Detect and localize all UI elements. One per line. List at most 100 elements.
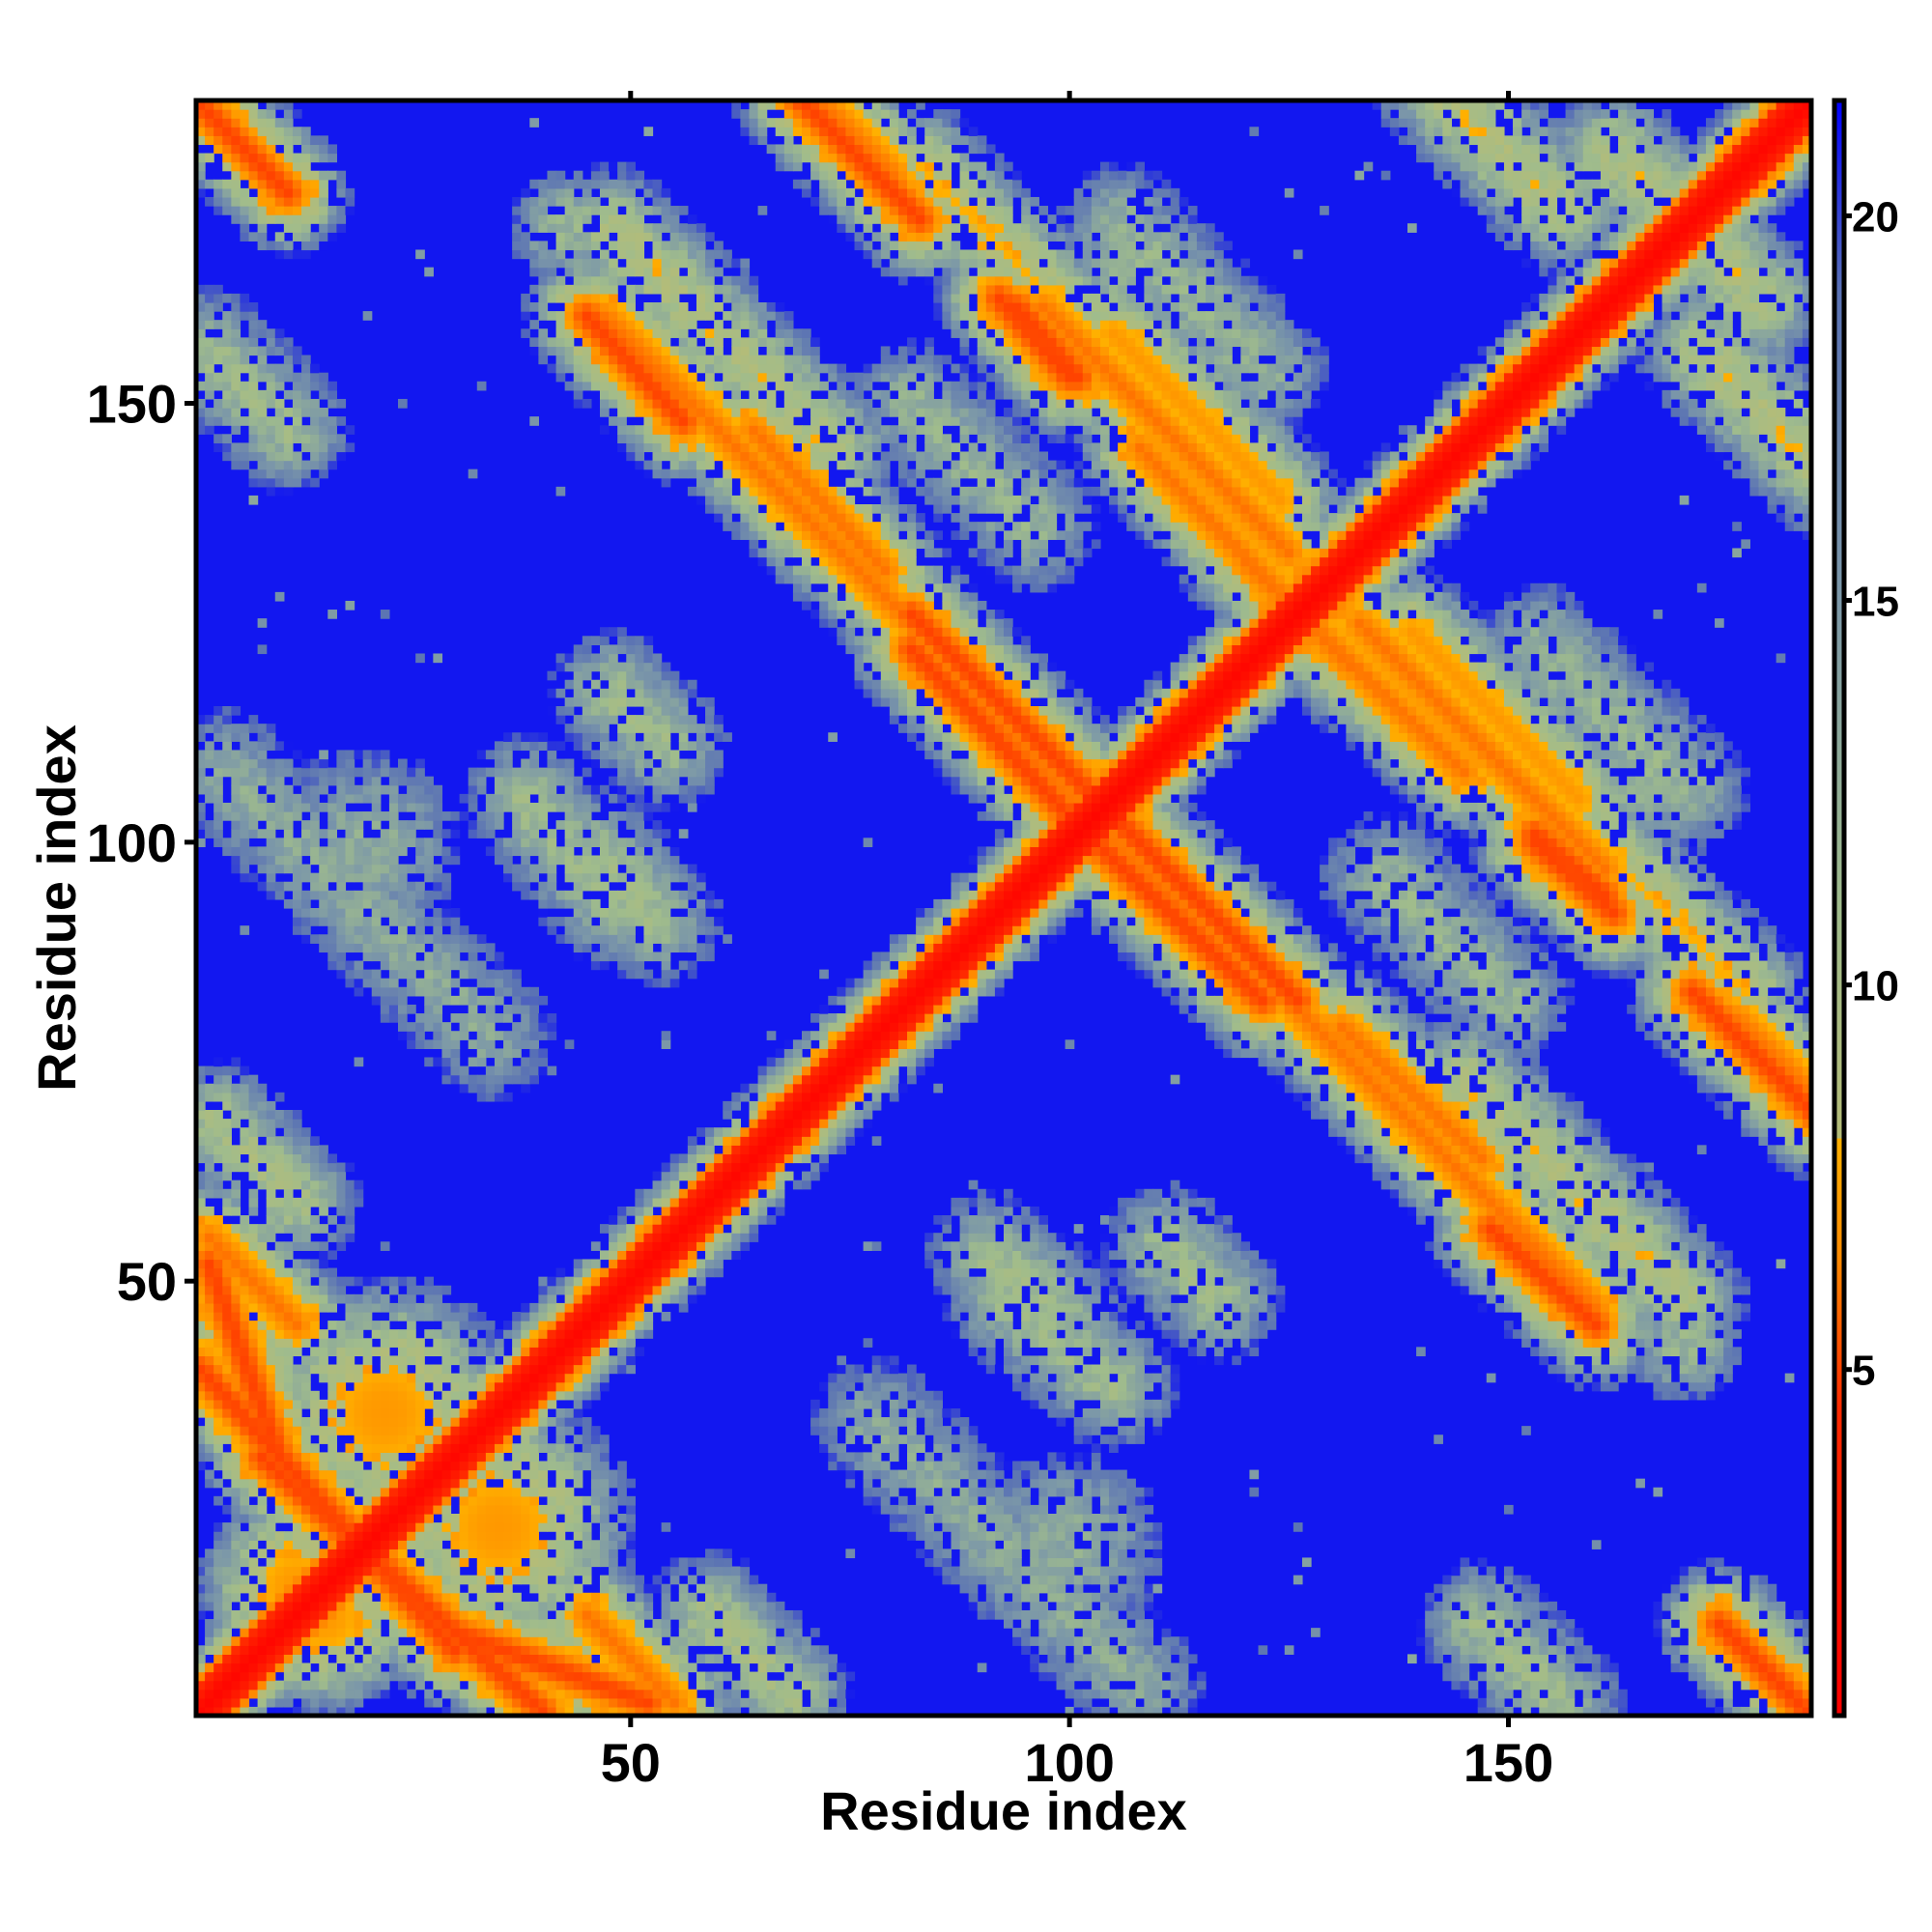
heatmap-cell <box>407 943 416 952</box>
heatmap-cell <box>617 1312 627 1321</box>
heatmap-cell <box>617 1207 627 1216</box>
heatmap-cell <box>222 1303 232 1313</box>
heatmap-cell <box>538 777 548 786</box>
heatmap-cell <box>451 1584 461 1594</box>
heatmap-cell <box>486 1557 496 1567</box>
heatmap-cell <box>319 180 328 189</box>
heatmap-cell <box>441 943 451 952</box>
heatmap-cell <box>643 180 653 189</box>
heatmap-cell <box>222 1426 232 1435</box>
heatmap-cell <box>284 882 294 892</box>
heatmap-cell <box>643 759 653 769</box>
heatmap-cell <box>503 1505 513 1515</box>
heatmap-cell <box>643 1321 653 1330</box>
heatmap-cell <box>574 328 583 338</box>
heatmap-cell <box>441 961 451 971</box>
heatmap-cell <box>327 382 337 391</box>
heatmap-cell <box>477 1548 487 1558</box>
heatmap-cell <box>469 1382 478 1392</box>
heatmap-cell <box>643 970 653 980</box>
heatmap-cell <box>424 1488 434 1497</box>
heatmap-cell <box>643 337 653 347</box>
heatmap-cell <box>424 1435 434 1444</box>
heatmap-cell <box>521 1514 530 1523</box>
heatmap-cell <box>441 908 451 918</box>
heatmap-cell <box>547 1312 556 1321</box>
heatmap-cell <box>574 644 583 654</box>
heatmap-cell <box>670 865 680 874</box>
heatmap-cell <box>670 1690 680 1699</box>
heatmap-cell <box>363 1286 373 1295</box>
heatmap-cell <box>626 1531 636 1541</box>
heatmap-cell <box>275 118 285 128</box>
heatmap-cell <box>327 1531 337 1541</box>
heatmap-cell <box>275 1303 285 1313</box>
heatmap-cell <box>547 1303 556 1313</box>
heatmap-cell <box>363 811 373 821</box>
heatmap-cell <box>258 1321 268 1330</box>
heatmap-cell <box>381 1303 390 1313</box>
heatmap-cell <box>670 838 680 847</box>
heatmap-cell <box>275 1461 285 1470</box>
heatmap-cell <box>222 1198 232 1208</box>
heatmap-cell <box>205 777 214 786</box>
heatmap-cell <box>433 1567 442 1577</box>
heatmap-cell <box>679 768 689 778</box>
heatmap-cell <box>486 1347 496 1356</box>
heatmap-cell <box>635 425 644 435</box>
heatmap-cell <box>617 1488 627 1497</box>
heatmap-cell <box>398 794 408 804</box>
heatmap-cell <box>319 1628 328 1637</box>
heatmap-cell <box>565 1681 575 1690</box>
heatmap-cell <box>301 1505 311 1515</box>
heatmap-cell <box>521 873 530 883</box>
heatmap-cell <box>653 724 663 733</box>
heatmap-cell <box>477 1636 487 1646</box>
heatmap-cell <box>617 671 627 681</box>
heatmap-cell <box>512 1496 522 1506</box>
heatmap-cell <box>267 882 276 892</box>
heatmap-cell <box>635 268 644 277</box>
heatmap-cell <box>301 434 311 443</box>
heatmap-cell <box>293 1153 302 1163</box>
heatmap-cell <box>222 1382 232 1392</box>
heatmap-cell <box>643 1645 653 1655</box>
heatmap-cell <box>258 865 268 874</box>
heatmap-cell <box>213 416 223 426</box>
heatmap-cell <box>670 346 680 355</box>
heatmap-cell <box>284 1417 294 1427</box>
heatmap-cell <box>469 970 478 980</box>
heatmap-cell <box>495 1488 504 1497</box>
heatmap-cell <box>355 1382 364 1392</box>
heatmap-cell <box>547 294 556 303</box>
heatmap-cell <box>495 1514 504 1523</box>
heatmap-cell <box>355 873 364 883</box>
heatmap-cell <box>355 811 364 821</box>
heatmap-cell <box>372 1654 382 1663</box>
heatmap-cell <box>460 1452 469 1462</box>
heatmap-cell <box>679 829 689 838</box>
heatmap-cell <box>267 820 276 830</box>
heatmap-cell <box>635 680 644 690</box>
heatmap-cell <box>512 1576 522 1585</box>
heatmap-cell <box>521 241 530 250</box>
heatmap-cell <box>363 794 373 804</box>
heatmap-cell <box>310 1365 320 1375</box>
heatmap-cell <box>662 373 671 383</box>
heatmap-cell <box>213 724 223 733</box>
heatmap-cell <box>609 1250 618 1260</box>
heatmap-cell <box>284 1110 294 1120</box>
heatmap-cell <box>389 1514 399 1523</box>
heatmap-cell <box>398 829 408 838</box>
heatmap-cell <box>547 259 556 269</box>
heatmap-cell <box>679 741 689 751</box>
heatmap-cell <box>662 785 671 795</box>
heatmap-cell <box>231 1189 241 1199</box>
heatmap-cell <box>267 1681 276 1690</box>
heatmap-cell <box>662 891 671 900</box>
heatmap-cell <box>231 1093 241 1102</box>
heatmap-cell <box>617 663 627 672</box>
heatmap-cell <box>363 777 373 786</box>
heatmap-cell <box>609 1355 618 1365</box>
heatmap-cell <box>574 249 583 259</box>
